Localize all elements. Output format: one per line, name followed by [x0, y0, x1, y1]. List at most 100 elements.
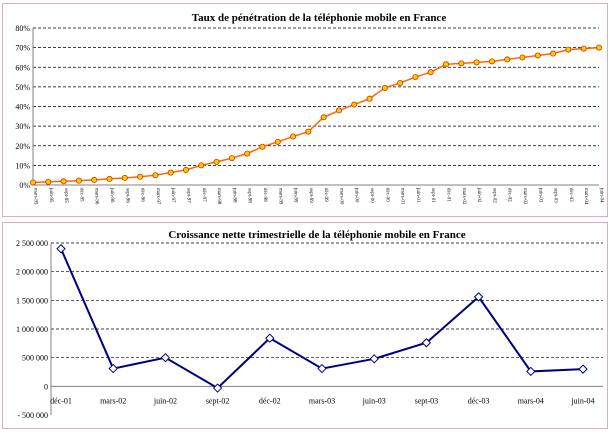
- x-tick-label: déc-03: [568, 188, 573, 202]
- x-tick-label: mars-01: [400, 188, 405, 205]
- data-point: [369, 354, 379, 364]
- data-point: [106, 175, 113, 182]
- data-point: [397, 79, 404, 86]
- data-point: [488, 58, 495, 65]
- x-tick-label: déc-95: [78, 188, 83, 202]
- y-tick-label: 2 000 000: [16, 268, 48, 277]
- y-tick-label: - 500 000: [17, 411, 48, 420]
- data-point: [596, 44, 603, 51]
- net-growth-chart: Croissance nette trimestrielle de la tél…: [16, 229, 603, 420]
- x-tick-label: juin-01: [415, 187, 420, 203]
- x-tick-label: sept-02: [206, 396, 230, 405]
- data-point: [421, 338, 432, 348]
- data-point: [578, 364, 588, 374]
- data-point: [504, 56, 511, 63]
- x-tick-label: juin-04: [570, 396, 594, 405]
- data-point: [381, 84, 388, 91]
- data-point: [213, 158, 220, 165]
- y-tick-label: 1 500 000: [16, 296, 48, 305]
- data-point: [550, 50, 557, 57]
- data-point: [228, 155, 235, 162]
- data-point: [152, 172, 159, 179]
- x-tick-label: déc-02: [507, 188, 512, 202]
- x-tick-label: sept-03: [553, 188, 558, 203]
- data-point: [351, 101, 358, 108]
- x-tick-label: déc-00: [384, 188, 389, 202]
- x-tick-label: mars-04: [518, 396, 544, 405]
- data-point: [137, 173, 144, 180]
- data-point: [519, 54, 526, 61]
- x-tick-label: juin-96: [109, 187, 114, 203]
- data-point: [458, 60, 465, 67]
- data-point: [443, 61, 450, 68]
- y-tick-label: 60%: [15, 63, 30, 72]
- data-point: [565, 46, 572, 53]
- x-tick-label: sept-01: [430, 188, 435, 203]
- y-tick-label: 80%: [15, 24, 30, 33]
- x-tick-label: déc-96: [140, 188, 145, 202]
- data-point: [274, 138, 281, 145]
- data-point: [290, 133, 297, 140]
- data-point: [427, 69, 434, 76]
- data-point: [265, 333, 275, 343]
- data-point: [121, 174, 128, 181]
- x-tick-label: juin-02: [153, 396, 177, 405]
- x-tick-label: déc-01: [446, 188, 451, 202]
- data-point: [305, 128, 312, 135]
- data-point: [45, 178, 52, 185]
- data-point: [182, 166, 189, 173]
- data-point: [366, 95, 373, 102]
- x-tick-label: sept-03: [415, 396, 439, 405]
- x-tick-label: juin-03: [362, 396, 386, 405]
- y-tick-label: 30%: [15, 122, 30, 131]
- x-tick-label: juin-95: [48, 187, 53, 203]
- x-tick-label: mars-98: [216, 188, 221, 205]
- x-tick-label: mars-03: [309, 396, 335, 405]
- x-tick-label: mars-04: [583, 188, 588, 205]
- x-tick-label: mars-00: [338, 188, 343, 205]
- data-point: [534, 52, 541, 59]
- x-tick-label: déc-01: [50, 396, 72, 405]
- x-tick-label: sept-95: [63, 188, 68, 203]
- data-point: [60, 178, 67, 185]
- series-line: [32, 46, 600, 184]
- x-tick-label: juin-98: [231, 187, 236, 203]
- x-tick-label: déc-02: [259, 396, 281, 405]
- data-point: [320, 114, 327, 121]
- x-tick-label: juin-97: [170, 187, 175, 203]
- data-point: [29, 179, 36, 186]
- penetration-chart-panel: Taux de pénétration de la téléphonie mob…: [2, 3, 608, 217]
- y-tick-label: 20%: [15, 142, 30, 151]
- data-point: [167, 169, 174, 176]
- x-tick-label: mars-97: [155, 188, 160, 205]
- y-tick-label: 0: [44, 382, 48, 391]
- y-tick-label: 0%: [19, 181, 30, 190]
- x-tick-label: mars-96: [94, 188, 99, 205]
- penetration-chart: Taux de pénétration de la téléphonie mob…: [15, 12, 603, 205]
- y-tick-label: 50%: [15, 83, 30, 92]
- x-tick-label: mars-03: [522, 188, 527, 205]
- data-point: [212, 383, 223, 393]
- data-point: [317, 363, 327, 374]
- x-tick-label: juin-00: [354, 187, 359, 203]
- x-tick-label: sept-96: [124, 188, 129, 203]
- y-tick-label: 1 000 000: [16, 325, 48, 334]
- x-tick-label: sept-02: [491, 188, 496, 203]
- y-tick-label: 10%: [15, 161, 30, 170]
- data-point: [580, 45, 587, 52]
- data-point: [160, 352, 171, 363]
- net-growth-chart-panel: Croissance nette trimestrielle de la tél…: [2, 222, 608, 429]
- x-tick-label: mars-02: [461, 188, 466, 205]
- x-tick-label: sept-98: [247, 188, 252, 203]
- data-point: [473, 292, 484, 302]
- data-point: [259, 143, 266, 150]
- data-point: [335, 107, 342, 114]
- data-point: [56, 244, 66, 254]
- x-tick-label: mars-99: [277, 188, 282, 205]
- data-point: [91, 176, 98, 183]
- data-point: [473, 59, 480, 66]
- x-tick-label: déc-03: [468, 396, 490, 405]
- x-tick-label: juin-99: [293, 187, 298, 203]
- data-point: [526, 366, 536, 377]
- y-tick-label: 500 000: [22, 354, 48, 363]
